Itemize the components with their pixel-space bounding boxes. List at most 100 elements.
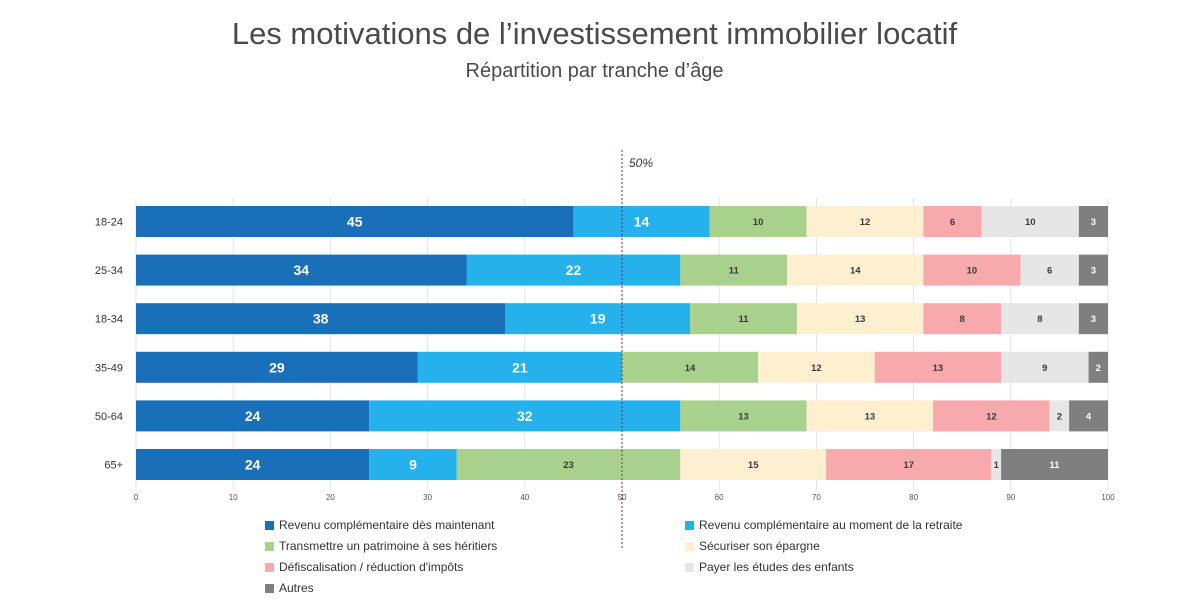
bar-segment xyxy=(1078,206,1108,237)
data-label: 12 xyxy=(811,363,822,374)
data-label: 22 xyxy=(566,262,582,278)
data-label: 4 xyxy=(1086,411,1092,422)
data-label: 3 xyxy=(1091,217,1096,228)
x-tick-label: 80 xyxy=(909,493,918,502)
category-label: 65+ xyxy=(104,460,123,472)
data-label: 34 xyxy=(293,262,309,278)
data-label: 10 xyxy=(753,217,764,228)
bar-segment xyxy=(136,206,574,237)
bar-segment xyxy=(1020,254,1079,286)
data-label: 32 xyxy=(517,408,533,424)
legend-swatch xyxy=(265,542,274,551)
category-label: 50-64 xyxy=(95,411,123,423)
data-label: 2 xyxy=(1057,411,1062,422)
x-tick-label: 60 xyxy=(715,493,724,502)
data-label: 13 xyxy=(865,411,876,422)
legend-label: Sécuriser son épargne xyxy=(699,539,820,553)
data-label: 6 xyxy=(950,217,955,228)
bar-segment xyxy=(806,206,924,237)
data-label: 2 xyxy=(1096,363,1101,374)
bar-segment xyxy=(806,400,934,432)
data-label: 12 xyxy=(986,411,997,422)
data-label: 14 xyxy=(634,214,650,230)
bar-segment xyxy=(369,449,457,480)
bar-segment xyxy=(369,400,681,432)
bar-segment xyxy=(456,449,681,480)
data-label: 14 xyxy=(850,266,861,277)
data-label: 38 xyxy=(313,311,329,327)
x-tick-label: 10 xyxy=(229,493,238,502)
legend-swatch xyxy=(265,521,274,530)
bar-segment xyxy=(709,206,807,237)
data-label: 13 xyxy=(855,314,866,325)
data-label: 12 xyxy=(860,217,871,228)
x-tick-label: 50 xyxy=(618,493,627,502)
category-label: 35-49 xyxy=(95,362,123,374)
x-tick-label: 90 xyxy=(1006,493,1015,502)
bar-segment xyxy=(573,206,710,237)
data-label: 13 xyxy=(738,411,749,422)
bar-segment xyxy=(466,254,681,286)
bar-segment xyxy=(923,206,982,237)
category-label: 25-34 xyxy=(95,265,123,277)
data-label: 3 xyxy=(1091,266,1096,277)
bar-segment xyxy=(1001,303,1079,335)
data-label: 19 xyxy=(590,311,606,327)
data-label: 11 xyxy=(1050,460,1061,471)
legend-item: Sécuriser son épargne xyxy=(685,539,820,553)
data-label: 21 xyxy=(512,359,528,375)
data-label: 9 xyxy=(409,457,417,473)
bar-segment xyxy=(1078,303,1108,335)
legend-item: Autres xyxy=(265,581,314,595)
legend-label: Payer les études des enfants xyxy=(699,560,854,574)
x-tick-label: 70 xyxy=(812,493,821,502)
x-tick-label: 0 xyxy=(134,493,139,502)
bar-segment xyxy=(505,303,691,335)
bar-segment xyxy=(1001,351,1089,383)
data-label: 11 xyxy=(738,314,749,325)
bar-segment xyxy=(136,351,418,383)
data-label: 15 xyxy=(748,460,759,471)
chart-subtitle: Répartition par tranche d’âge xyxy=(465,60,724,82)
x-tick-label: 30 xyxy=(423,493,432,502)
bar-segment xyxy=(796,303,924,335)
legend-swatch xyxy=(685,563,694,572)
data-label: 9 xyxy=(1042,363,1047,374)
data-label: 8 xyxy=(1037,314,1042,325)
legend-label: Autres xyxy=(279,581,314,595)
legend-swatch xyxy=(265,584,274,593)
bar-segment xyxy=(136,400,370,432)
data-label: 24 xyxy=(245,408,261,424)
legend-swatch xyxy=(265,563,274,572)
bar-segment xyxy=(933,400,1050,432)
bar-segment xyxy=(826,449,992,480)
legend-item: Défiscalisation / réduction d'impôts xyxy=(265,560,463,574)
data-label: 8 xyxy=(960,314,965,325)
bar-segment xyxy=(690,303,797,335)
data-label: 29 xyxy=(269,359,285,375)
x-tick-label: 20 xyxy=(326,493,335,502)
bar-segment xyxy=(758,351,875,383)
bar-segment xyxy=(680,254,788,286)
data-label: 13 xyxy=(933,363,944,374)
bar-segment xyxy=(991,449,1002,480)
data-label: 11 xyxy=(729,266,740,277)
bar-segment xyxy=(1069,400,1108,432)
bar-segment xyxy=(1078,254,1108,286)
bar-segment xyxy=(622,351,759,383)
data-label: 14 xyxy=(685,363,696,374)
legend-item: Transmettre un patrimoine à ses héritier… xyxy=(265,539,497,553)
data-label: 10 xyxy=(1025,217,1036,228)
bar-segment xyxy=(1049,400,1070,432)
bar-segment xyxy=(417,351,622,383)
legend-swatch xyxy=(685,521,694,530)
bar-segment xyxy=(136,303,506,335)
bar-segment xyxy=(981,206,1079,237)
category-label: 18-24 xyxy=(95,217,123,229)
bar-segment xyxy=(136,254,467,286)
bar-segment xyxy=(1088,351,1108,383)
legend-label: Défiscalisation / réduction d'impôts xyxy=(279,560,464,574)
bar-segment xyxy=(1001,449,1108,480)
reference-line-label: 50% xyxy=(629,156,653,170)
